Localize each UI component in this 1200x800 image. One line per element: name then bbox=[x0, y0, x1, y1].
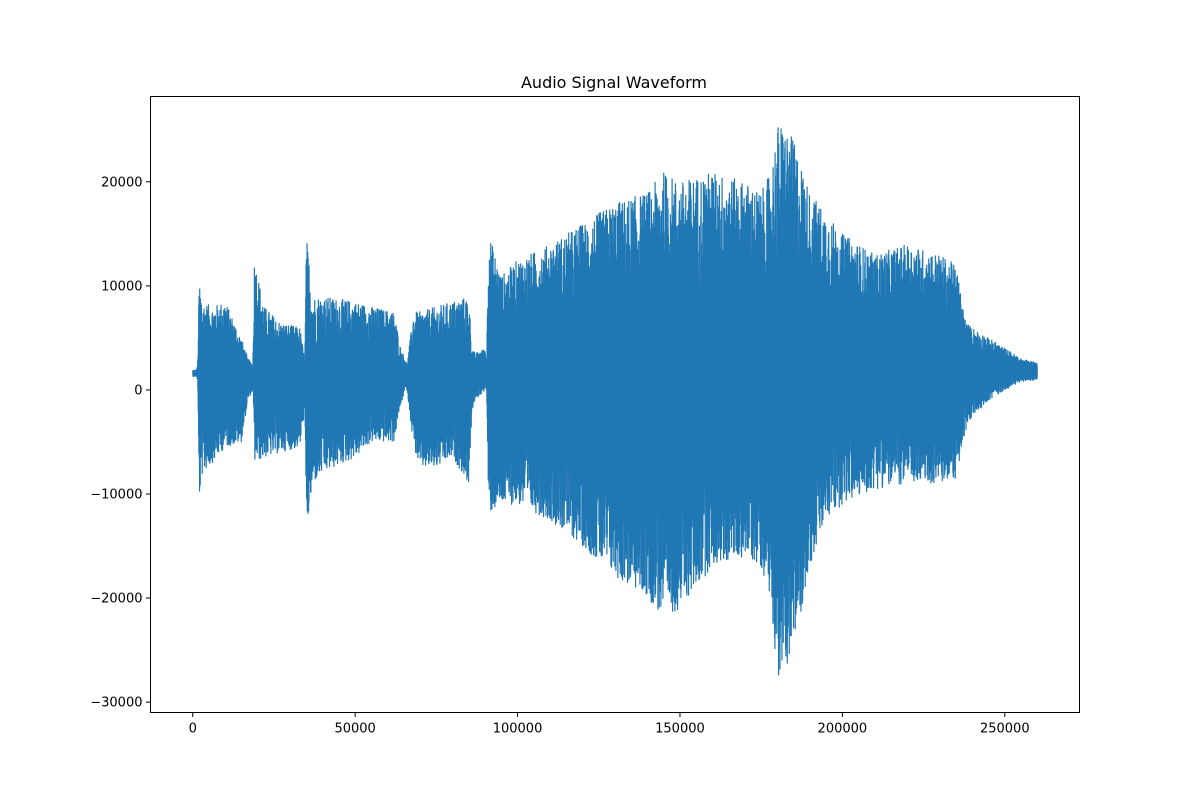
y-tick-label: −30000 bbox=[90, 696, 142, 711]
y-axis: 20000 10000 0 −10000 −20000 −30000 bbox=[90, 175, 151, 711]
x-axis: 0 50000 100000 150000 200000 250000 bbox=[189, 712, 1030, 737]
x-tick-label: 0 bbox=[189, 722, 197, 737]
axes-frame bbox=[150, 96, 1080, 713]
x-tick-label: 150000 bbox=[655, 722, 705, 737]
y-tick-label: −10000 bbox=[90, 487, 142, 502]
waveform-line bbox=[192, 127, 1038, 676]
y-tick-label: 10000 bbox=[101, 279, 142, 294]
chart-title: Audio Signal Waveform bbox=[521, 73, 707, 92]
x-tick-label: 250000 bbox=[980, 722, 1030, 737]
x-tick-label: 100000 bbox=[493, 722, 543, 737]
y-tick-label: −20000 bbox=[90, 592, 142, 607]
plot-area bbox=[192, 127, 1038, 676]
y-tick-label: 0 bbox=[134, 383, 142, 398]
x-tick-label: 200000 bbox=[818, 722, 868, 737]
y-tick-label: 20000 bbox=[101, 175, 142, 190]
x-tick-label: 50000 bbox=[334, 722, 375, 737]
